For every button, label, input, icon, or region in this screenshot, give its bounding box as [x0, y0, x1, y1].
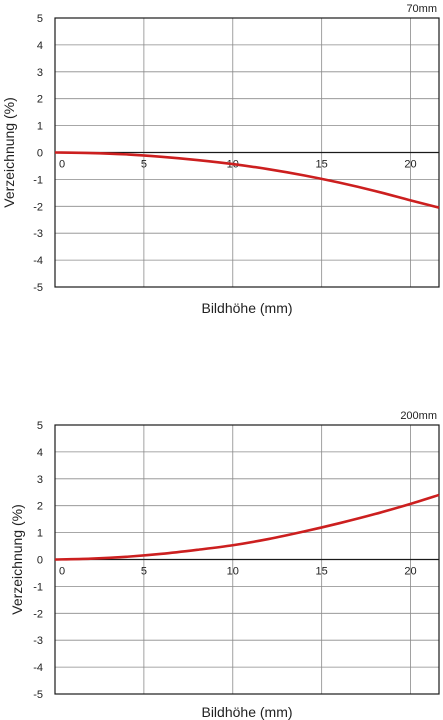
y-tick-label: -1: [33, 581, 43, 593]
y-tick-label: -2: [33, 608, 43, 620]
x-tick-label: 0: [59, 159, 65, 171]
y-tick-label: -1: [33, 174, 43, 186]
y-axis-title: Verzeichnung (%): [1, 97, 17, 208]
y-tick-label: 1: [37, 528, 43, 540]
y-tick-label: -5: [33, 689, 43, 701]
x-axis-title: Bildhöhe (mm): [201, 704, 292, 720]
x-tick-label: 15: [316, 159, 328, 171]
y-axis-title: Verzeichnung (%): [9, 504, 25, 615]
y-tick-label: 2: [37, 94, 43, 106]
y-tick-label: 3: [37, 474, 43, 486]
y-tick-label: 5: [37, 420, 43, 432]
y-tick-label: -3: [33, 635, 43, 647]
y-tick-label: 0: [37, 148, 43, 160]
y-tick-label: 1: [37, 121, 43, 133]
y-tick-label: -2: [33, 201, 43, 213]
x-tick-label: 20: [404, 159, 416, 171]
y-tick-label: 0: [37, 555, 43, 567]
x-tick-label: 5: [141, 159, 147, 171]
y-tick-label: 2: [37, 501, 43, 513]
x-tick-label: 10: [227, 566, 239, 578]
y-tick-label: 3: [37, 67, 43, 79]
y-tick-label: 4: [37, 40, 43, 52]
x-tick-label: 15: [316, 566, 328, 578]
x-tick-label: 20: [404, 566, 416, 578]
x-tick-label: 0: [59, 566, 65, 578]
y-tick-label: -4: [33, 255, 43, 267]
focal-length-label: 200mm: [400, 410, 437, 422]
y-tick-label: -3: [33, 228, 43, 240]
y-tick-label: -4: [33, 662, 43, 674]
y-tick-label: 5: [37, 13, 43, 25]
distortion-curve: [54, 493, 440, 561]
x-axis-title: Bildhöhe (mm): [201, 300, 292, 316]
distortion-curve: [54, 151, 440, 209]
y-tick-label: -5: [33, 282, 43, 294]
y-tick-label: 4: [37, 447, 43, 459]
x-tick-label: 5: [141, 566, 147, 578]
focal-length-label: 70mm: [406, 3, 437, 15]
